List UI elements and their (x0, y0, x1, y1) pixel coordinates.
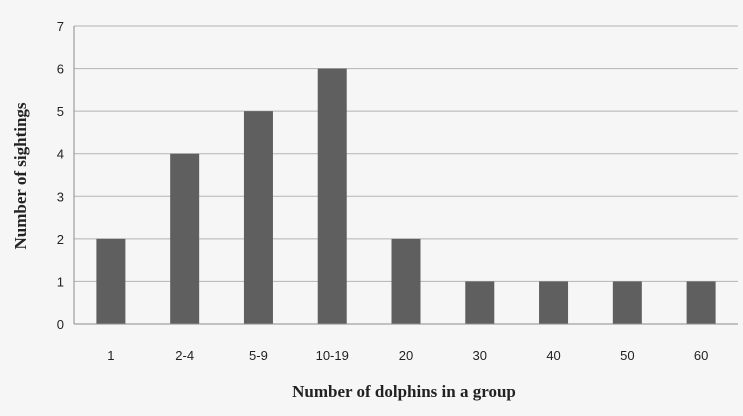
x-tick-labels: 1 2-4 5-9 10-19 20 30 40 50 60 (107, 348, 708, 363)
x-tick-label: 5-9 (249, 348, 268, 363)
x-tick-label: 30 (473, 348, 487, 363)
bar-40 (539, 281, 569, 324)
x-axis-title: Number of dolphins in a group (292, 382, 516, 401)
y-tick-label: 6 (57, 62, 64, 77)
x-tick-label: 50 (620, 348, 634, 363)
bar-10-19 (317, 68, 347, 324)
y-tick-labels: 0 1 2 3 4 5 6 7 (57, 19, 64, 332)
x-tick-label: 40 (546, 348, 560, 363)
x-tick-label: 1 (107, 348, 114, 363)
bar-5-9 (243, 111, 273, 325)
x-tick-label: 2-4 (175, 348, 194, 363)
bar-60 (686, 281, 716, 324)
bar-20 (391, 238, 421, 324)
bar-2-4 (170, 153, 200, 324)
y-tick-label: 2 (57, 232, 64, 247)
y-tick-label: 0 (57, 317, 64, 332)
bar-50 (612, 281, 642, 324)
x-tick-label: 60 (694, 348, 708, 363)
y-axis-title: Number of sightings (11, 102, 30, 249)
axes (73, 26, 738, 325)
y-tick-label: 5 (57, 104, 64, 119)
y-tick-label: 7 (57, 19, 64, 34)
bar-1 (96, 238, 126, 324)
y-tick-label: 3 (57, 189, 64, 204)
x-tick-label: 20 (399, 348, 413, 363)
y-tick-label: 4 (57, 147, 64, 162)
bar-30 (465, 281, 495, 324)
bars (96, 68, 716, 325)
y-tick-label: 1 (57, 274, 64, 289)
x-tick-label: 10-19 (316, 348, 349, 363)
